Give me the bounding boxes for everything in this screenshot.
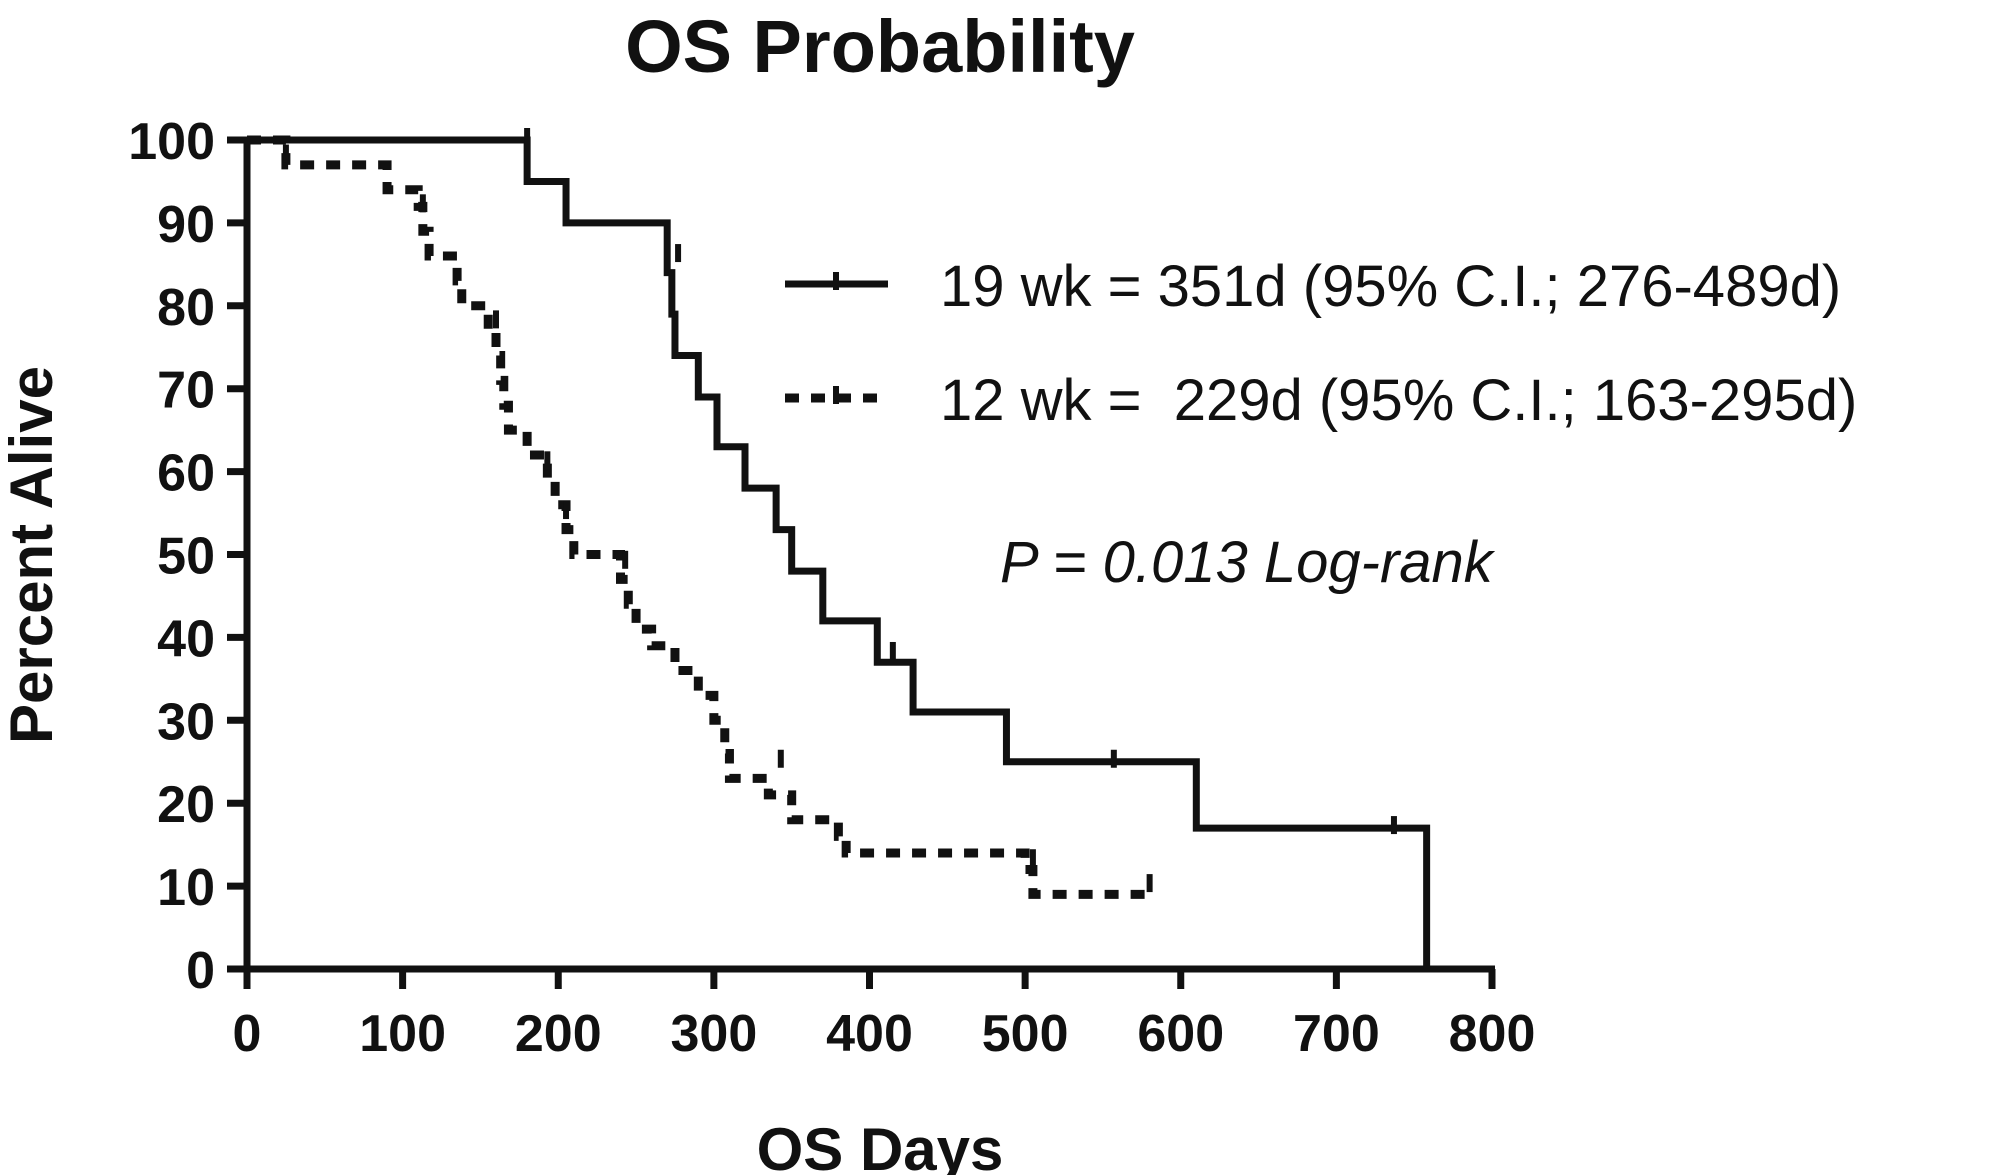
x-tick-label: 300 — [670, 1005, 757, 1063]
y-axis-title: Percent Alive — [0, 366, 65, 744]
x-tick-label: 600 — [1137, 1005, 1224, 1063]
legend-label-1: 12 wk = 229d (95% C.I.; 163-295d) — [940, 368, 1857, 433]
y-tick-label: 0 — [186, 942, 215, 1000]
x-tick-label: 400 — [826, 1005, 913, 1063]
y-tick-label: 90 — [157, 196, 215, 254]
series-1-curve — [247, 135, 1150, 899]
y-tick-label: 20 — [157, 776, 215, 834]
y-tick-label: 80 — [157, 279, 215, 337]
p-value-annotation: P = 0.013 Log-rank — [1000, 530, 1496, 595]
x-axis-title: OS Days — [757, 1116, 1004, 1175]
y-tick-label: 60 — [157, 445, 215, 503]
y-tick-label: 50 — [157, 528, 215, 586]
y-tick-label: 30 — [157, 693, 215, 751]
x-tick-label: 800 — [1449, 1005, 1536, 1063]
series-0-curve — [247, 136, 1431, 969]
x-tick-label: 0 — [233, 1005, 262, 1063]
y-tick-label: 70 — [157, 362, 215, 420]
survival-curves — [247, 128, 1431, 969]
y-tick-label: 40 — [157, 610, 215, 668]
x-tick-label: 100 — [359, 1005, 446, 1063]
legend: 19 wk = 351d (95% C.I.; 276-489d) 12 wk =… — [785, 254, 1857, 433]
x-tick-label: 700 — [1293, 1005, 1380, 1063]
x-tick-label: 200 — [515, 1005, 602, 1063]
x-tick-label: 500 — [982, 1005, 1069, 1063]
y-tick-label: 10 — [157, 859, 215, 917]
axes: 0 10 20 30 40 50 60 70 80 90 100 0 100 200 300 400 500 60… — [128, 113, 1535, 1063]
y-tick-label: 100 — [128, 113, 215, 171]
chart-title: OS Probability — [625, 5, 1135, 88]
legend-label-0: 19 wk = 351d (95% C.I.; 276-489d) — [940, 254, 1841, 319]
